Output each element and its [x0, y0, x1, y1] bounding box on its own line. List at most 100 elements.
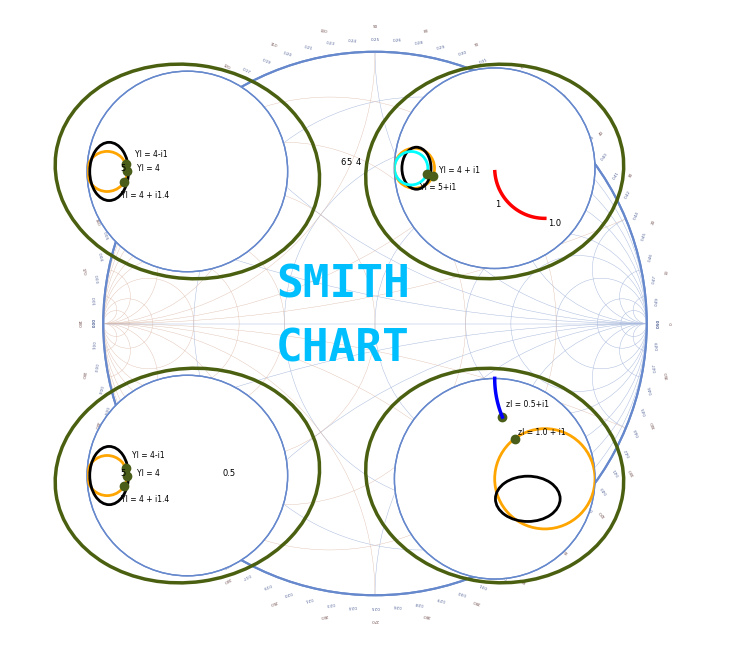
- Text: 0.12: 0.12: [170, 118, 179, 127]
- Text: 0.39: 0.39: [586, 503, 595, 512]
- Text: 0.01: 0.01: [90, 341, 94, 351]
- Text: 260: 260: [320, 613, 328, 618]
- Text: 30: 30: [628, 172, 634, 179]
- Text: 1.0: 1.0: [548, 219, 561, 228]
- Text: 0.21: 0.21: [304, 45, 313, 51]
- Text: 0.11: 0.11: [155, 503, 164, 512]
- Text: 0.38: 0.38: [571, 520, 580, 529]
- Text: 50: 50: [562, 93, 568, 100]
- Text: 0.20: 0.20: [283, 589, 292, 597]
- Text: 330: 330: [628, 467, 635, 476]
- Text: 0.50: 0.50: [656, 319, 661, 328]
- Text: 0.49: 0.49: [656, 296, 660, 306]
- Circle shape: [394, 68, 595, 269]
- Text: 0.31: 0.31: [478, 58, 488, 65]
- Text: 0.40: 0.40: [600, 152, 608, 162]
- Text: 300: 300: [519, 576, 527, 584]
- Text: 100: 100: [320, 29, 328, 34]
- Text: 0.26: 0.26: [392, 39, 402, 43]
- Text: 0.42: 0.42: [624, 190, 632, 200]
- Text: zl = 0.5+i1: zl = 0.5+i1: [506, 400, 549, 410]
- Text: Yl = 5+i1: Yl = 5+i1: [421, 183, 457, 192]
- Text: 0.46: 0.46: [647, 252, 653, 262]
- Text: 0.25: 0.25: [370, 605, 380, 609]
- Text: 0.42: 0.42: [624, 447, 632, 457]
- Text: Yl = 4 + i1: Yl = 4 + i1: [440, 166, 481, 175]
- Text: 0.36: 0.36: [554, 104, 564, 113]
- Text: 0.26: 0.26: [392, 604, 402, 608]
- Text: 0.36: 0.36: [554, 534, 564, 543]
- Text: Yl = 4 + i1.4: Yl = 4 + i1.4: [121, 191, 170, 200]
- Text: 180: 180: [76, 320, 81, 327]
- Text: 310: 310: [561, 547, 570, 554]
- Text: 230: 230: [180, 547, 189, 554]
- Text: 60: 60: [520, 64, 526, 70]
- Text: 0.14: 0.14: [186, 534, 196, 543]
- Text: 5: 5: [121, 468, 126, 477]
- Text: 0.29: 0.29: [436, 45, 446, 51]
- Text: 0.01: 0.01: [90, 296, 94, 306]
- Text: 0.40: 0.40: [600, 485, 608, 495]
- Text: 20: 20: [651, 219, 656, 225]
- Text: 4: 4: [356, 158, 361, 167]
- Text: 6: 6: [340, 158, 346, 167]
- Text: 240: 240: [223, 576, 231, 584]
- Text: 0.19: 0.19: [262, 582, 272, 589]
- Text: 0.34: 0.34: [518, 78, 528, 86]
- Text: Yl = 4-i1: Yl = 4-i1: [135, 150, 168, 159]
- Text: 340: 340: [650, 421, 657, 429]
- Text: 0.17: 0.17: [242, 572, 251, 580]
- Text: 0.46: 0.46: [647, 385, 653, 395]
- Text: 0.03: 0.03: [92, 274, 98, 284]
- Text: 0.23: 0.23: [326, 600, 335, 606]
- Text: 0.20: 0.20: [283, 50, 292, 58]
- Text: Yl = 4 + i1.4: Yl = 4 + i1.4: [121, 495, 170, 504]
- Text: 0.47: 0.47: [652, 274, 658, 284]
- Text: 80: 80: [424, 29, 430, 34]
- Text: Yl = 4: Yl = 4: [137, 468, 160, 477]
- Text: 0.03: 0.03: [92, 363, 98, 373]
- Text: 0.41: 0.41: [613, 171, 621, 181]
- Text: 0.07: 0.07: [118, 190, 126, 200]
- Text: 0.11: 0.11: [155, 135, 164, 144]
- Text: 320: 320: [598, 510, 606, 518]
- Text: 0.00: 0.00: [89, 319, 94, 328]
- Text: 0.06: 0.06: [110, 210, 117, 220]
- Text: 0.10: 0.10: [142, 485, 150, 495]
- Text: 0.15: 0.15: [203, 90, 213, 98]
- Text: 0.04: 0.04: [97, 385, 103, 395]
- Text: 0.17: 0.17: [242, 67, 251, 75]
- Text: 0.15: 0.15: [203, 549, 213, 557]
- Text: 0.39: 0.39: [586, 135, 595, 144]
- Text: 0.50: 0.50: [656, 319, 661, 328]
- Text: 0.00: 0.00: [89, 319, 94, 328]
- Text: 0.33: 0.33: [499, 572, 508, 580]
- Text: 90: 90: [372, 25, 377, 29]
- Text: 280: 280: [422, 613, 430, 618]
- Text: 190: 190: [80, 371, 86, 379]
- Text: 150: 150: [115, 171, 122, 180]
- Text: 0.29: 0.29: [436, 596, 446, 602]
- Text: 0.49: 0.49: [656, 341, 660, 351]
- Text: 5: 5: [121, 164, 126, 173]
- Circle shape: [104, 52, 646, 595]
- Text: 0.33: 0.33: [499, 67, 508, 75]
- Text: 0.16: 0.16: [222, 78, 232, 86]
- Text: 120: 120: [223, 63, 231, 71]
- Text: 0.28: 0.28: [415, 600, 424, 606]
- Text: 0.44: 0.44: [633, 210, 640, 220]
- Text: 0.12: 0.12: [170, 520, 179, 529]
- Text: 0.41: 0.41: [613, 466, 621, 476]
- Text: 0.30: 0.30: [458, 50, 467, 58]
- Text: Yl = 4: Yl = 4: [137, 164, 160, 173]
- Text: 10: 10: [664, 269, 669, 275]
- Text: 200: 200: [93, 421, 100, 429]
- Text: 40: 40: [598, 130, 605, 137]
- Circle shape: [87, 71, 288, 272]
- Text: 0.28: 0.28: [415, 41, 424, 47]
- Text: 0.5: 0.5: [223, 468, 236, 477]
- Text: 0.23: 0.23: [326, 41, 335, 47]
- Text: 0.30: 0.30: [458, 589, 467, 597]
- Text: 0.09: 0.09: [129, 466, 137, 476]
- Text: 0.24: 0.24: [348, 604, 358, 608]
